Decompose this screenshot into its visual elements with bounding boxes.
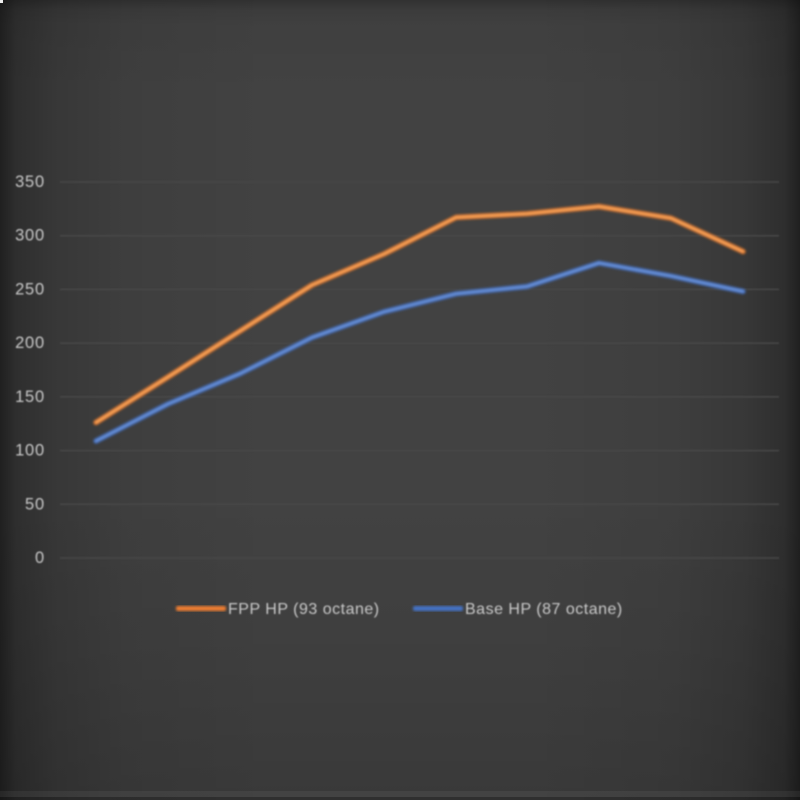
svg-text:150: 150 (15, 388, 45, 406)
svg-text:300: 300 (15, 227, 45, 245)
svg-text:Base HP (87 octane): Base HP (87 octane) (465, 601, 623, 618)
svg-text:200: 200 (15, 334, 45, 352)
svg-text:50: 50 (25, 495, 45, 513)
svg-text:0: 0 (35, 549, 45, 567)
svg-text:100: 100 (15, 442, 45, 460)
svg-text:350: 350 (15, 173, 45, 191)
svg-text:250: 250 (15, 280, 45, 298)
svg-text:FPP HP (93 octane): FPP HP (93 octane) (228, 601, 380, 618)
